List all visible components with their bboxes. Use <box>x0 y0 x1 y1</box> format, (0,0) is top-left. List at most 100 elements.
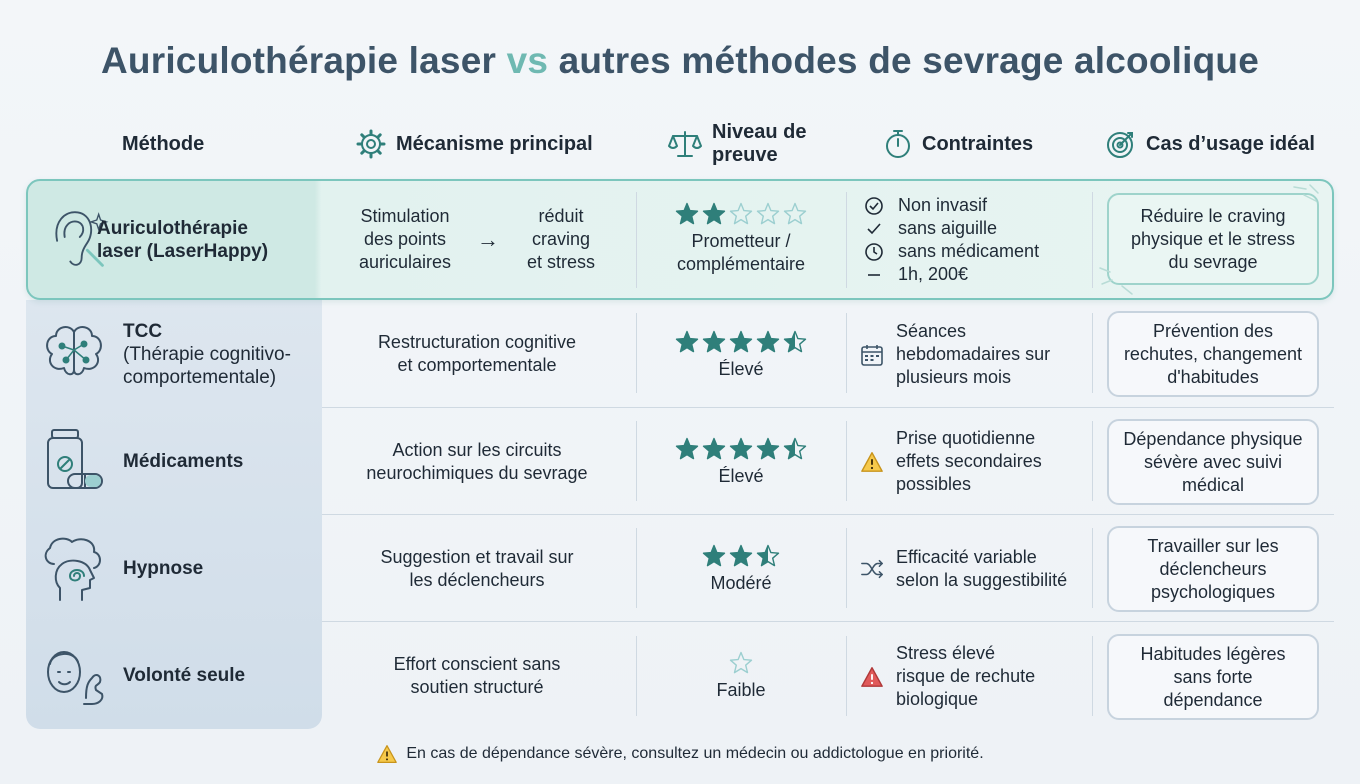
star-full-icon <box>702 437 726 460</box>
column-divider <box>636 192 637 288</box>
column-divider <box>846 528 847 608</box>
title-part2: autres méthodes de sevrage alcoolique <box>548 40 1259 81</box>
method-name-medicaments: Médicaments <box>123 451 244 472</box>
star-full-icon <box>675 437 699 460</box>
usecase-hypnose: Travailler sur les déclencheurs psycholo… <box>1107 526 1319 612</box>
constraint-line: risque de rechute <box>896 666 1036 686</box>
mechanism-laser-effect-line: craving <box>531 229 591 249</box>
method-name-volonte: Volonté seule <box>123 665 246 686</box>
mechanism-line: les déclencheurs <box>409 570 545 590</box>
mechanism-laser-cause-line: auriculaires <box>358 252 452 272</box>
rating-stars-tcc <box>638 330 844 354</box>
mechanism-line: Action sur les circuits <box>392 440 562 460</box>
method-name-tcc: TCC (Thérapie cognitivo- comportementale… <box>123 320 291 389</box>
star-half-icon <box>756 544 780 567</box>
person-muscle-icon <box>47 651 104 705</box>
star-empty-icon <box>756 202 780 225</box>
column-divider <box>846 192 847 288</box>
column-divider <box>846 636 847 716</box>
column-divider <box>636 421 637 501</box>
mechanism-line: Restructuration cognitive <box>377 332 577 352</box>
constraint-line: hebdomadaires sur <box>896 344 1051 364</box>
constraints-hypnose: Efficacité variable selon la suggestibil… <box>860 546 1090 592</box>
row-divider <box>322 407 1334 408</box>
warning-icon <box>377 745 398 763</box>
gear-icon <box>356 129 386 159</box>
warning-icon <box>860 451 884 473</box>
star-full-icon <box>729 330 753 353</box>
mechanism-line: Suggestion et travail sur <box>380 547 574 567</box>
star-full-icon <box>729 437 753 460</box>
page-title: Auriculothérapie laser vs autres méthode… <box>0 40 1360 82</box>
constraint-text: Non invasif <box>898 195 988 215</box>
column-divider <box>846 313 847 393</box>
usecase-line: sévère avec suivi <box>1143 451 1283 472</box>
stopwatch-icon <box>886 130 910 158</box>
constraint-text: sans aiguille <box>898 218 998 238</box>
constraint-item: sans médicament <box>862 240 1092 263</box>
mechanism-laser-cause-line: Stimulation <box>360 206 450 226</box>
header-proof-line1: Niveau de <box>712 121 807 143</box>
proof-label: Élevé <box>718 466 764 486</box>
star-full-icon <box>756 330 780 353</box>
pill-bottle-icon <box>47 429 103 489</box>
constraint-line: Séances <box>896 321 967 341</box>
mechanism-line: et comportementale <box>397 355 557 375</box>
proof-laser: Prometteur / complémentaire <box>638 202 844 276</box>
constraint-item: Prise quotidienne effets secondaires pos… <box>860 427 1090 496</box>
constraint-text: sans médicament <box>898 241 1040 261</box>
constraint-item: Stress élevé risque de rechute biologiqu… <box>860 642 1090 711</box>
column-divider <box>1092 421 1093 501</box>
usecase-line: Prévention des <box>1152 320 1274 341</box>
constraints-tcc: Séances hebdomadaires sur plusieurs mois <box>860 320 1090 389</box>
sparkle-rays-icon <box>1099 267 1133 295</box>
clock-icon <box>862 241 886 263</box>
mechanism-medicaments: Action sur les circuits neurochimiques d… <box>322 439 632 485</box>
method-name-hypnose: Hypnose <box>123 558 204 579</box>
shuffle-icon <box>860 558 884 580</box>
usecase-line: physique et le stress <box>1130 228 1296 249</box>
star-full-icon <box>756 437 780 460</box>
header-constraints-label: Contraintes <box>922 132 1034 155</box>
method-name-tcc-short: TCC <box>123 321 163 342</box>
column-divider <box>1092 528 1093 608</box>
mechanism-tcc: Restructuration cognitive et comportemen… <box>322 331 632 377</box>
ear-laser-icon <box>55 211 109 267</box>
column-divider <box>1092 192 1093 288</box>
constraint-item: 1h, 200€ <box>862 263 1092 286</box>
constraint-line: effets secondaires <box>896 451 1042 471</box>
star-half-icon <box>783 437 807 460</box>
usecase-line: dépendance <box>1163 689 1263 710</box>
constraint-item: Séances hebdomadaires sur plusieurs mois <box>860 320 1090 389</box>
usecase-tcc: Prévention des rechutes, changement d'ha… <box>1107 311 1319 397</box>
star-empty-icon <box>729 202 753 225</box>
usecase-line: Travailler sur les <box>1147 535 1279 556</box>
table-header: Méthode Mécanisme principal <box>0 112 1360 176</box>
constraint-line: Prise quotidienne <box>896 428 1036 448</box>
star-full-icon <box>702 330 726 353</box>
usecase-line: médical <box>1181 474 1244 495</box>
proof-label: Élevé <box>718 359 764 379</box>
danger-icon <box>860 666 884 688</box>
constraint-line: possibles <box>896 474 972 494</box>
column-divider <box>636 313 637 393</box>
star-full-icon <box>702 202 726 225</box>
check-circle-icon <box>862 195 886 217</box>
usecase-line: Dépendance physique <box>1123 428 1303 449</box>
target-icon <box>1107 132 1133 158</box>
star-half-icon <box>783 330 807 353</box>
constraints-laser: Non invasif sans aiguille sans médicamen… <box>862 194 1092 286</box>
method-name-laser: Auriculothérapie laser (LaserHappy) <box>97 217 268 263</box>
constraint-line: Stress élevé <box>896 643 996 663</box>
usecase-line: Habitudes légères <box>1140 643 1286 664</box>
rating-stars-medicaments <box>638 437 844 461</box>
calendar-icon <box>860 344 884 366</box>
header-mechanism: Mécanisme principal <box>356 112 593 176</box>
mechanism-volonte: Effort conscient sans soutien structuré <box>322 653 632 699</box>
constraint-text: Prise quotidienne effets secondaires pos… <box>896 427 1042 496</box>
constraint-line: biologique <box>896 689 979 709</box>
column-divider <box>1092 636 1093 716</box>
mechanism-laser-cause: Stimulation des points auriculaires <box>340 205 470 274</box>
star-empty-icon <box>783 202 807 225</box>
